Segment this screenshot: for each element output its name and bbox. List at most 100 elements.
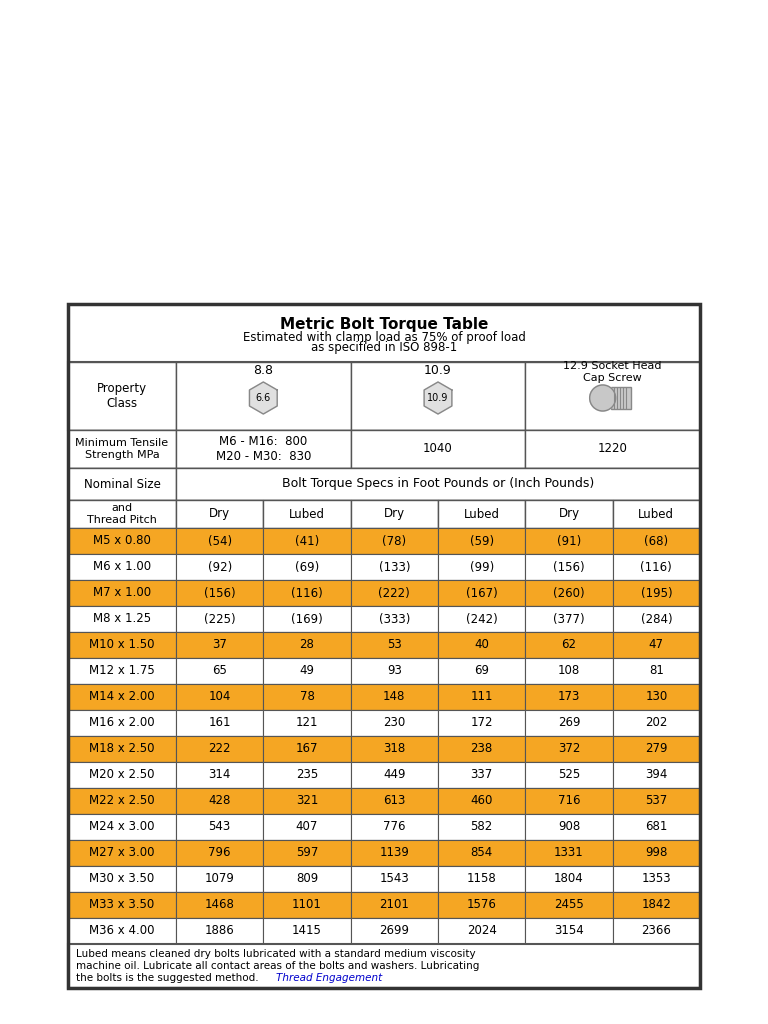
Bar xyxy=(613,866,700,892)
Bar xyxy=(68,814,700,840)
Text: Estimated with clamp load as 75% of proof load: Estimated with clamp load as 75% of proo… xyxy=(243,331,525,343)
Text: 1804: 1804 xyxy=(554,872,584,886)
Text: (69): (69) xyxy=(295,560,319,573)
Text: Dry: Dry xyxy=(209,508,230,520)
Bar xyxy=(176,528,263,554)
Bar xyxy=(176,362,351,430)
Text: 2366: 2366 xyxy=(641,925,671,938)
Text: M18 x 2.50: M18 x 2.50 xyxy=(89,742,154,756)
Bar xyxy=(263,866,351,892)
Text: (59): (59) xyxy=(469,535,494,548)
Text: (284): (284) xyxy=(641,612,672,626)
Text: (156): (156) xyxy=(553,560,584,573)
Text: (260): (260) xyxy=(553,587,584,599)
Text: 1886: 1886 xyxy=(205,925,234,938)
Bar xyxy=(613,606,700,632)
Bar xyxy=(68,554,176,580)
Text: 279: 279 xyxy=(645,742,667,756)
Bar xyxy=(176,866,263,892)
Bar xyxy=(263,528,351,554)
Bar xyxy=(351,632,438,658)
Bar xyxy=(613,658,700,684)
Bar xyxy=(176,684,263,710)
Text: (167): (167) xyxy=(465,587,498,599)
Text: M6 x 1.00: M6 x 1.00 xyxy=(93,560,151,573)
Text: (242): (242) xyxy=(465,612,498,626)
Bar xyxy=(525,892,613,918)
Bar xyxy=(68,606,700,632)
Text: 372: 372 xyxy=(558,742,580,756)
Bar xyxy=(438,918,525,944)
Text: (133): (133) xyxy=(379,560,410,573)
Text: 394: 394 xyxy=(645,768,667,781)
Bar xyxy=(613,814,700,840)
Text: 1101: 1101 xyxy=(292,898,322,911)
Bar xyxy=(438,528,525,554)
Text: (68): (68) xyxy=(644,535,668,548)
Text: (116): (116) xyxy=(641,560,672,573)
Bar xyxy=(68,814,176,840)
Text: 908: 908 xyxy=(558,820,580,834)
Bar xyxy=(68,632,700,658)
Bar xyxy=(68,580,700,606)
Bar xyxy=(438,684,525,710)
Bar xyxy=(68,918,700,944)
Bar xyxy=(613,554,700,580)
Text: (78): (78) xyxy=(382,535,406,548)
Bar xyxy=(613,580,700,606)
Text: 47: 47 xyxy=(649,639,664,651)
Text: M22 x 2.50: M22 x 2.50 xyxy=(89,795,155,808)
Bar xyxy=(68,500,176,528)
Text: 428: 428 xyxy=(208,795,231,808)
Text: machine oil. Lubricate all contact areas of the bolts and washers. Lubricating: machine oil. Lubricate all contact areas… xyxy=(76,961,479,971)
Text: M14 x 2.00: M14 x 2.00 xyxy=(89,690,155,703)
Bar xyxy=(351,500,438,528)
Bar xyxy=(68,362,176,430)
Bar xyxy=(263,684,351,710)
Text: M6 - M16:  800
M20 - M30:  830: M6 - M16: 800 M20 - M30: 830 xyxy=(216,435,311,463)
Bar xyxy=(263,736,351,762)
Text: Dry: Dry xyxy=(384,508,405,520)
Bar xyxy=(525,710,613,736)
Text: 2455: 2455 xyxy=(554,898,584,911)
Bar xyxy=(263,580,351,606)
Bar xyxy=(68,762,700,788)
Bar xyxy=(68,892,176,918)
Text: 202: 202 xyxy=(645,717,667,729)
Text: (169): (169) xyxy=(291,612,323,626)
Text: 161: 161 xyxy=(208,717,231,729)
Text: 121: 121 xyxy=(296,717,318,729)
Text: Lubed: Lubed xyxy=(464,508,500,520)
Text: 2699: 2699 xyxy=(379,925,409,938)
Text: 238: 238 xyxy=(471,742,493,756)
Bar xyxy=(613,892,700,918)
Text: M12 x 1.75: M12 x 1.75 xyxy=(89,665,155,678)
Bar xyxy=(525,580,613,606)
Text: M27 x 3.00: M27 x 3.00 xyxy=(89,847,154,859)
Text: 172: 172 xyxy=(471,717,493,729)
Bar xyxy=(438,866,525,892)
Text: 1543: 1543 xyxy=(379,872,409,886)
Bar xyxy=(68,468,176,500)
Bar xyxy=(68,580,176,606)
Bar xyxy=(613,632,700,658)
Bar xyxy=(613,918,700,944)
Text: 173: 173 xyxy=(558,690,580,703)
Bar xyxy=(438,554,525,580)
Text: 12.9 Socket Head
Cap Screw: 12.9 Socket Head Cap Screw xyxy=(564,361,662,383)
Bar xyxy=(351,580,438,606)
Bar xyxy=(438,892,525,918)
Text: M30 x 3.50: M30 x 3.50 xyxy=(89,872,154,886)
Bar xyxy=(263,632,351,658)
Text: M36 x 4.00: M36 x 4.00 xyxy=(89,925,154,938)
Text: Bolt Torque Specs in Foot Pounds or (Inch Pounds): Bolt Torque Specs in Foot Pounds or (Inc… xyxy=(282,477,594,490)
Text: 130: 130 xyxy=(645,690,667,703)
Text: (333): (333) xyxy=(379,612,410,626)
Bar xyxy=(438,762,525,788)
Bar xyxy=(525,684,613,710)
Bar xyxy=(68,866,176,892)
Bar xyxy=(176,632,263,658)
Bar xyxy=(351,362,525,430)
Bar xyxy=(263,710,351,736)
Text: 681: 681 xyxy=(645,820,667,834)
